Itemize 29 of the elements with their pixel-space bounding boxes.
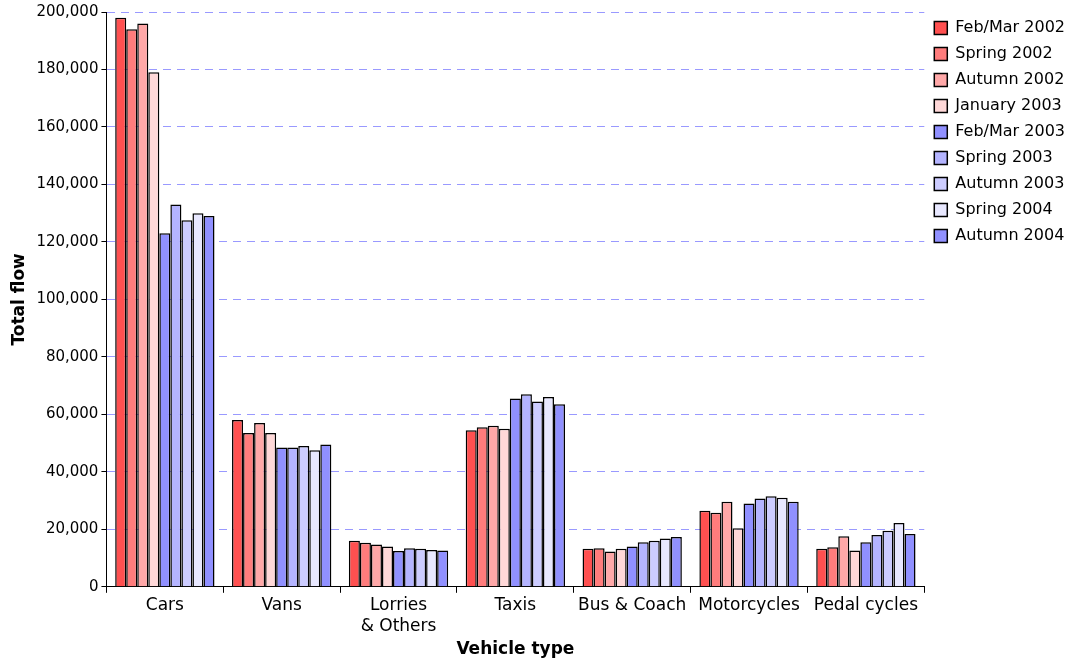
x-tick-label: Lorries & Others: [360, 594, 437, 635]
x-tick-label: Bus & Coach: [578, 594, 687, 615]
y-tick-label: 200,000: [36, 1, 99, 20]
x-tick-label: Cars: [145, 594, 185, 615]
legend-label: Feb/Mar 2003: [955, 121, 1066, 141]
y-tick-label: 100,000: [36, 289, 99, 308]
legend-label: January 2003: [954, 95, 1062, 115]
y-tick-label: 60,000: [45, 404, 99, 423]
legend-label: Spring 2004: [955, 199, 1053, 219]
x-tick-label: Vans: [261, 594, 303, 615]
legend-label: Autumn 2002: [955, 69, 1065, 89]
x-tick-label: Pedal cycles: [813, 594, 919, 615]
y-tick-label: 160,000: [36, 116, 99, 135]
legend-label: Spring 2003: [955, 147, 1053, 167]
y-axis-title: Total flow: [7, 252, 28, 346]
y-tick-label: 40,000: [45, 461, 99, 480]
y-tick-label: 20,000: [45, 519, 99, 538]
x-tick-label: Taxis: [493, 594, 537, 615]
y-tick-label: 0: [88, 576, 99, 595]
legend-label: Feb/Mar 2002: [955, 17, 1066, 37]
y-tick-label: 140,000: [36, 174, 99, 193]
legend-label: Spring 2002: [955, 43, 1053, 63]
legend-label: Autumn 2004: [955, 225, 1065, 245]
y-tick-label: 120,000: [36, 231, 99, 250]
x-tick-label: Motorcycles: [698, 594, 800, 615]
x-axis-title: Vehicle type: [456, 638, 575, 659]
y-tick-label: 180,000: [36, 59, 99, 78]
legend-label: Autumn 2003: [955, 173, 1065, 193]
y-tick-label: 80,000: [45, 346, 99, 365]
